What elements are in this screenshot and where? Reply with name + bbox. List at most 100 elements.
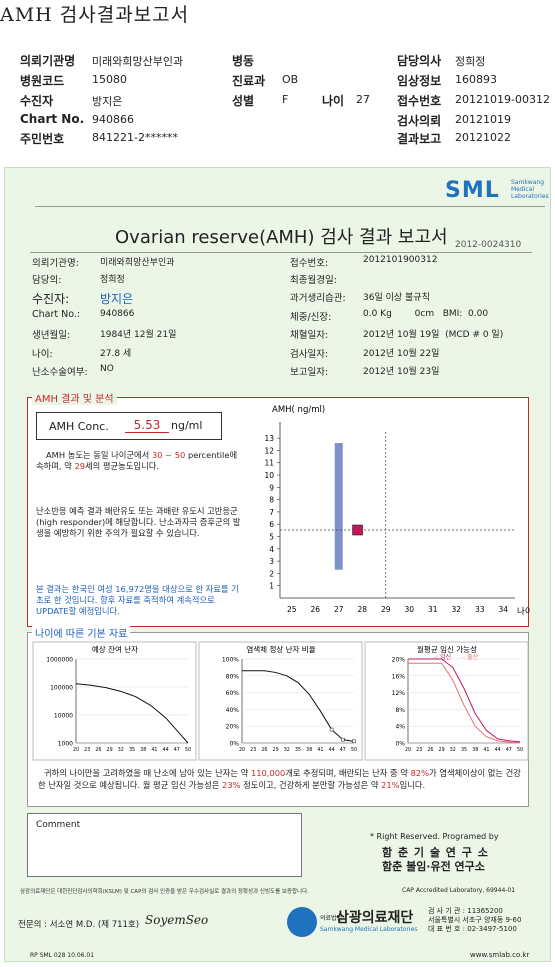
field-label: 최종월경일: bbox=[290, 275, 337, 286]
x-tick-label: 20 bbox=[405, 747, 411, 753]
remaining-eggs-chart: 예상 잔여 난자 1000 10000 100000 1000000 20 23 26 29 32… bbox=[32, 641, 197, 761]
field-label: 수진자: bbox=[32, 292, 70, 306]
form-code: RP SML 028 10.06.01 bbox=[30, 952, 95, 959]
y-tick-label: 4% bbox=[395, 724, 405, 731]
x-tick-label: 50 bbox=[517, 747, 523, 753]
header-label: 검사의뢰 bbox=[397, 114, 442, 128]
report-title: Ovarian reserve(AMH) 검사 결과 보고서 bbox=[115, 227, 448, 248]
chart-frame bbox=[32, 641, 197, 761]
lab-name-1: 함 춘 기 술 연 구 소 bbox=[382, 846, 489, 859]
y-tick-label: 12% bbox=[392, 690, 406, 697]
field-value: 1984년 12월 21일 bbox=[100, 330, 177, 340]
result-section-title: AMH 결과 및 분석 bbox=[32, 390, 117, 405]
field-label: 접수번호: bbox=[290, 258, 329, 269]
field-value: 940866 bbox=[100, 309, 135, 319]
header-label: 나이 bbox=[322, 94, 345, 108]
page-title: AMH 검사결과보고서 bbox=[0, 4, 190, 26]
x-tick-label: 50 bbox=[351, 747, 357, 753]
field-value: 미래와희망산부인과 bbox=[100, 258, 175, 268]
summary-text: 귀하의 나이만을 고려하였을 때 난소에 남아 있는 난자는 약 110,000… bbox=[38, 768, 521, 790]
y-tick-label: 10000 bbox=[54, 713, 73, 720]
patient-point bbox=[352, 524, 363, 536]
y-tick-label: 8% bbox=[395, 707, 405, 714]
y-tick-label: 0% bbox=[229, 741, 239, 748]
header-value: OB bbox=[282, 73, 299, 86]
series-line bbox=[242, 670, 355, 742]
amh-conc-box: AMH Conc. 5.53 ng/ml bbox=[36, 412, 222, 440]
y-tick-label: 5 bbox=[269, 533, 274, 542]
header-label: 의뢰기관명 bbox=[20, 54, 76, 68]
field-label: 담당의: bbox=[32, 275, 62, 286]
y-tick-label: 20% bbox=[392, 657, 406, 664]
field-label: 과거생리습관: bbox=[290, 293, 346, 304]
doctor-name: 전문의 : 서소연 M.D. (제 711호) bbox=[18, 920, 140, 930]
x-tick-label: 23 bbox=[250, 747, 256, 753]
x-tick-label: 41 bbox=[317, 747, 323, 753]
x-tick-label: 25 bbox=[287, 605, 297, 614]
comment-box: Comment bbox=[27, 813, 302, 877]
field-value: 2012년 10월 19일 (MCD # 0 일) bbox=[363, 330, 504, 340]
foundation-logo-icon bbox=[287, 907, 317, 937]
certification-text: 삼광의료재단은 대한진단검사의학회(KSLM) 및 CAP의 검사 인증을 받은… bbox=[20, 889, 309, 895]
chart-title: 예상 잔여 난자 bbox=[92, 644, 138, 654]
field-label: 채혈일자: bbox=[290, 330, 329, 341]
x-tick-label: 28 bbox=[357, 605, 367, 614]
x-tick-label: 35 bbox=[295, 747, 301, 753]
x-tick-label: 23 bbox=[416, 747, 422, 753]
y-tick-label: 2 bbox=[269, 569, 274, 578]
header-value: 940866 bbox=[92, 113, 134, 126]
y-tick-label: 4 bbox=[269, 545, 274, 554]
field-label: 보고일자: bbox=[290, 367, 329, 378]
header-value: 정희정 bbox=[455, 55, 486, 68]
data-marker bbox=[329, 727, 334, 732]
amh-conc-unit: ng/ml bbox=[171, 419, 203, 432]
y-tick-label: 80% bbox=[226, 673, 240, 680]
x-tick-label: 38 bbox=[140, 747, 146, 753]
x-tick-label: 32 bbox=[284, 747, 290, 753]
field-label: 생년월일: bbox=[32, 330, 71, 341]
doctor-signature: SoyemSeo bbox=[145, 913, 209, 927]
header-value: F bbox=[282, 93, 289, 106]
x-tick-label: 47 bbox=[506, 747, 512, 753]
series-line bbox=[408, 662, 521, 744]
foundation-en: Samkwang Medical Laboratories bbox=[320, 926, 418, 933]
interpretation-1: AMH 농도는 동일 나이군에서 30 ~ 50 percentile에 속하며… bbox=[36, 450, 238, 471]
title-divider bbox=[30, 252, 532, 253]
field-value: 2012101900312 bbox=[363, 255, 438, 265]
y-tick-label: 9 bbox=[269, 483, 274, 492]
field-label: 검사일자: bbox=[290, 349, 329, 360]
interpretation-2: 난소반응 예측 결과 배란유도 또는 과배란 유도시 고반응군 (high re… bbox=[36, 506, 241, 538]
y-tick-label: 20% bbox=[226, 724, 240, 731]
x-tick-label: 35 bbox=[129, 747, 135, 753]
y-tick-label: 12 bbox=[264, 446, 274, 455]
data-marker bbox=[352, 739, 356, 744]
chart-title: 염색체 정상 난자 비율 bbox=[246, 644, 315, 654]
header-label: 성별 bbox=[232, 94, 255, 108]
data-marker bbox=[341, 737, 345, 742]
x-tick-label: 31 bbox=[428, 605, 438, 614]
x-tick-label: 29 bbox=[439, 747, 445, 753]
field-value: 2012년 10월 23일 bbox=[363, 367, 440, 377]
x-tick-label: 38 bbox=[306, 747, 312, 753]
field-value: NO bbox=[100, 364, 114, 374]
x-tick-label: 41 bbox=[483, 747, 489, 753]
header-label: 수진자 bbox=[20, 94, 54, 108]
pregnancy-chance-chart: 월평균 임신 가능성 0% 4% 8% 12% 16% 20% 20 23 26 29 32 35 38 4… bbox=[364, 641, 529, 761]
x-tick-label: 47 bbox=[340, 747, 346, 753]
y-tick-label: 10 bbox=[264, 471, 274, 480]
header-label: 결과보고 bbox=[397, 132, 442, 146]
amh-conc-value: 5.53 bbox=[125, 418, 169, 433]
cap-accreditation: CAP Accredited Laboratory, 69944-01 bbox=[402, 887, 516, 894]
foundation-name: 삼광의료재단 bbox=[336, 910, 414, 926]
series-line bbox=[408, 658, 521, 743]
field-value: 방지은 bbox=[100, 292, 134, 306]
x-tick-label: 44 bbox=[163, 747, 169, 753]
y-tick-label: 6 bbox=[269, 520, 274, 529]
x-tick-label: 47 bbox=[174, 747, 180, 753]
amh-conc-label: AMH Conc. bbox=[49, 420, 109, 433]
chart-frame bbox=[198, 641, 363, 761]
x-tick-label: 32 bbox=[451, 605, 461, 614]
x-tick-label: 32 bbox=[118, 747, 124, 753]
y-tick-label: 13 bbox=[264, 434, 274, 443]
lab-name-2: 함춘 불임·유전 연구소 bbox=[382, 860, 485, 873]
